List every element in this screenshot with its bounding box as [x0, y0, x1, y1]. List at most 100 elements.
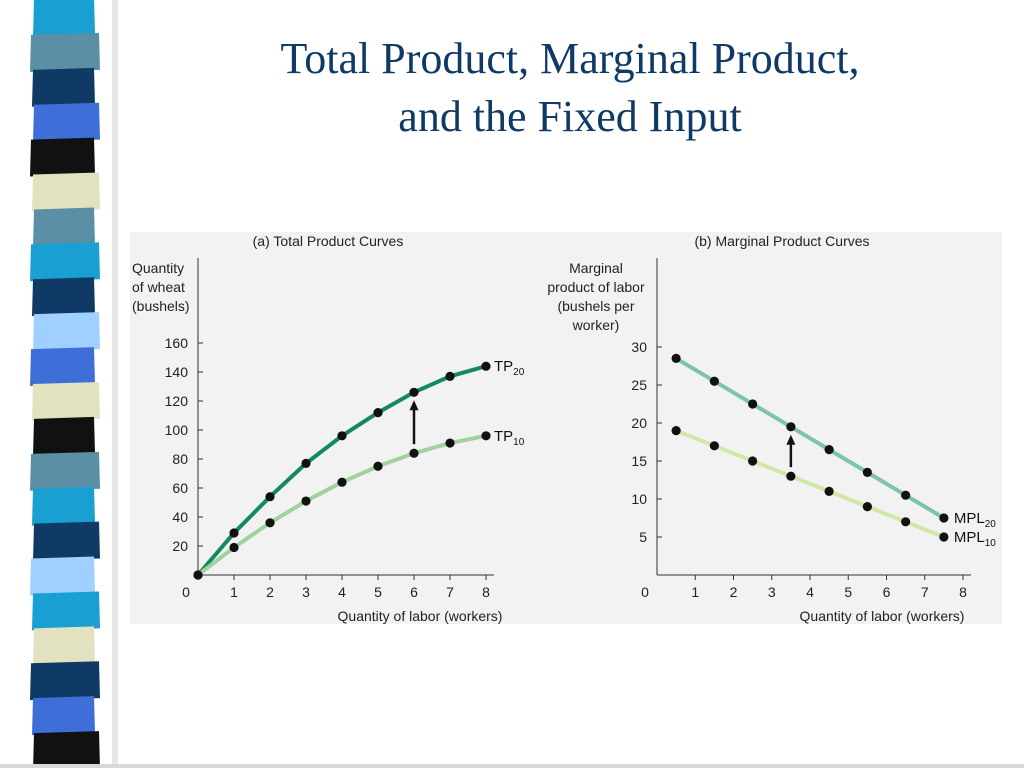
- border-stripe: [32, 696, 95, 736]
- data-point: [671, 353, 681, 363]
- y-tick-label: 20: [172, 538, 188, 554]
- data-point: [786, 422, 796, 432]
- data-point: [671, 426, 681, 436]
- border-stripe: [30, 661, 100, 701]
- chart-title: (a) Total Product Curves: [253, 233, 404, 249]
- data-point: [824, 486, 834, 496]
- y-tick-label: 30: [631, 339, 647, 355]
- data-point: [229, 542, 239, 553]
- y-axis-label: Marginal: [569, 260, 623, 276]
- slide-title-line-1: Total Product, Marginal Product,: [280, 34, 860, 83]
- border-stripe: [33, 0, 95, 37]
- border-stripe: [32, 382, 100, 421]
- data-point: [337, 477, 347, 487]
- data-point: [939, 532, 949, 542]
- y-tick-label: 100: [165, 422, 189, 438]
- x-tick-label: 8: [482, 584, 490, 600]
- data-point: [824, 445, 834, 455]
- border-stripe: [32, 67, 95, 107]
- series-line-mpl-20: [674, 356, 946, 520]
- x-tick-label: 1: [691, 584, 699, 600]
- border-stripe: [33, 312, 100, 352]
- border-stripe: [30, 242, 100, 282]
- figure-background: [130, 232, 1002, 624]
- x-tick-label: 5: [374, 584, 382, 600]
- data-point: [862, 467, 872, 477]
- data-point: [901, 490, 911, 500]
- border-stripe: [32, 486, 95, 526]
- x-tick-label: 0: [641, 584, 649, 600]
- x-tick-label: 4: [806, 584, 814, 600]
- x-tick-label: 2: [730, 584, 738, 600]
- series-line-mpl-10: [674, 428, 946, 539]
- border-stripe: [33, 102, 100, 142]
- x-tick-label: 7: [921, 584, 929, 600]
- y-tick-label: 140: [165, 364, 189, 380]
- y-tick-label: 160: [165, 335, 189, 351]
- y-tick-label: 10: [631, 491, 647, 507]
- border-stripe: [33, 731, 100, 768]
- border-stripe: [33, 521, 100, 561]
- y-axis-label: worker): [572, 317, 620, 333]
- chart-title: (b) Marginal Product Curves: [694, 233, 869, 249]
- y-tick-label: 40: [172, 509, 188, 525]
- x-tick-label: 1: [230, 584, 238, 600]
- border-stripe: [30, 451, 100, 491]
- y-tick-label: 5: [639, 529, 647, 545]
- data-point: [265, 492, 275, 502]
- chart-b: (b) Marginal Product Curves Marginal produ…: [547, 233, 996, 624]
- x-tick-label: 3: [302, 584, 310, 600]
- data-point: [445, 371, 455, 381]
- data-point: [862, 502, 872, 512]
- shift-arrow-head: [786, 434, 796, 445]
- data-point: [748, 399, 758, 409]
- data-point: [409, 448, 419, 458]
- data-point: [193, 570, 203, 580]
- x-tick-label: 3: [768, 584, 776, 600]
- data-point: [301, 496, 311, 506]
- data-point: [748, 456, 758, 466]
- y-tick-label: 120: [165, 393, 189, 409]
- data-point: [409, 387, 419, 397]
- slide-title: Total Product, Marginal Product, and the…: [180, 30, 960, 146]
- decorative-border: [0, 0, 118, 768]
- x-tick-label: 6: [410, 584, 418, 600]
- border-stripe: [33, 416, 95, 456]
- y-axis-label: product of labor: [547, 279, 645, 295]
- figure-panel: (a) Total Product Curves Quantity of wheat…: [130, 232, 1002, 624]
- x-tick-label: 5: [844, 584, 852, 600]
- data-point: [709, 441, 719, 451]
- x-tick-label: 2: [266, 584, 274, 600]
- y-axis-label: Quantity: [132, 260, 184, 276]
- data-point: [481, 361, 491, 371]
- x-tick-label: 8: [959, 584, 967, 600]
- x-tick-label: 0: [182, 584, 190, 600]
- data-point: [481, 431, 491, 441]
- border-stripe: [32, 277, 95, 317]
- border-stripe: [33, 626, 95, 666]
- border-stripe: [32, 172, 100, 212]
- border-shadow: [112, 0, 118, 768]
- x-tick-label: 4: [338, 584, 346, 600]
- border-stripe: [33, 207, 95, 247]
- x-axis-label: Quantity of labor (workers): [338, 608, 503, 624]
- shift-arrow-head: [409, 400, 419, 411]
- border-stripe: [32, 591, 100, 631]
- data-point: [301, 458, 311, 468]
- border-stripe: [30, 556, 95, 596]
- y-tick-label: 60: [172, 480, 188, 496]
- y-axis-label: (bushels per: [557, 298, 634, 314]
- data-point: [265, 518, 275, 528]
- data-point: [337, 431, 347, 441]
- border-stripe: [30, 137, 95, 177]
- data-point: [939, 513, 949, 523]
- y-tick-label: 25: [631, 377, 647, 393]
- x-tick-label: 7: [446, 584, 454, 600]
- x-axis-label: Quantity of labor (workers): [800, 608, 965, 624]
- y-axis-label: of wheat: [132, 279, 185, 295]
- y-tick-label: 80: [172, 451, 188, 467]
- y-axis-label: (bushels): [132, 298, 190, 314]
- data-point: [901, 517, 911, 527]
- border-stripe: [30, 347, 95, 386]
- border-stripe: [30, 32, 100, 72]
